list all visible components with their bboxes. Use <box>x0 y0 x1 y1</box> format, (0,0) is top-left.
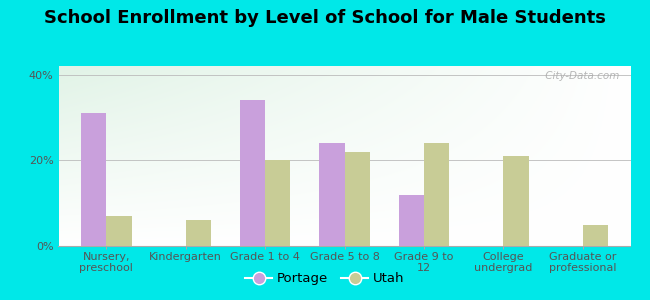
Bar <box>186 220 211 246</box>
Bar <box>503 156 529 246</box>
Bar <box>424 143 449 246</box>
Bar <box>106 216 131 246</box>
Text: School Enrollment by Level of School for Male Students: School Enrollment by Level of School for… <box>44 9 606 27</box>
Bar <box>344 152 370 246</box>
Bar <box>583 225 608 246</box>
Bar <box>319 143 344 246</box>
Bar <box>240 100 265 246</box>
Legend: Portage, Utah: Portage, Utah <box>240 267 410 290</box>
Text: City-Data.com: City-Data.com <box>541 71 619 81</box>
Bar <box>81 113 106 246</box>
Bar <box>398 195 424 246</box>
Bar <box>265 160 291 246</box>
